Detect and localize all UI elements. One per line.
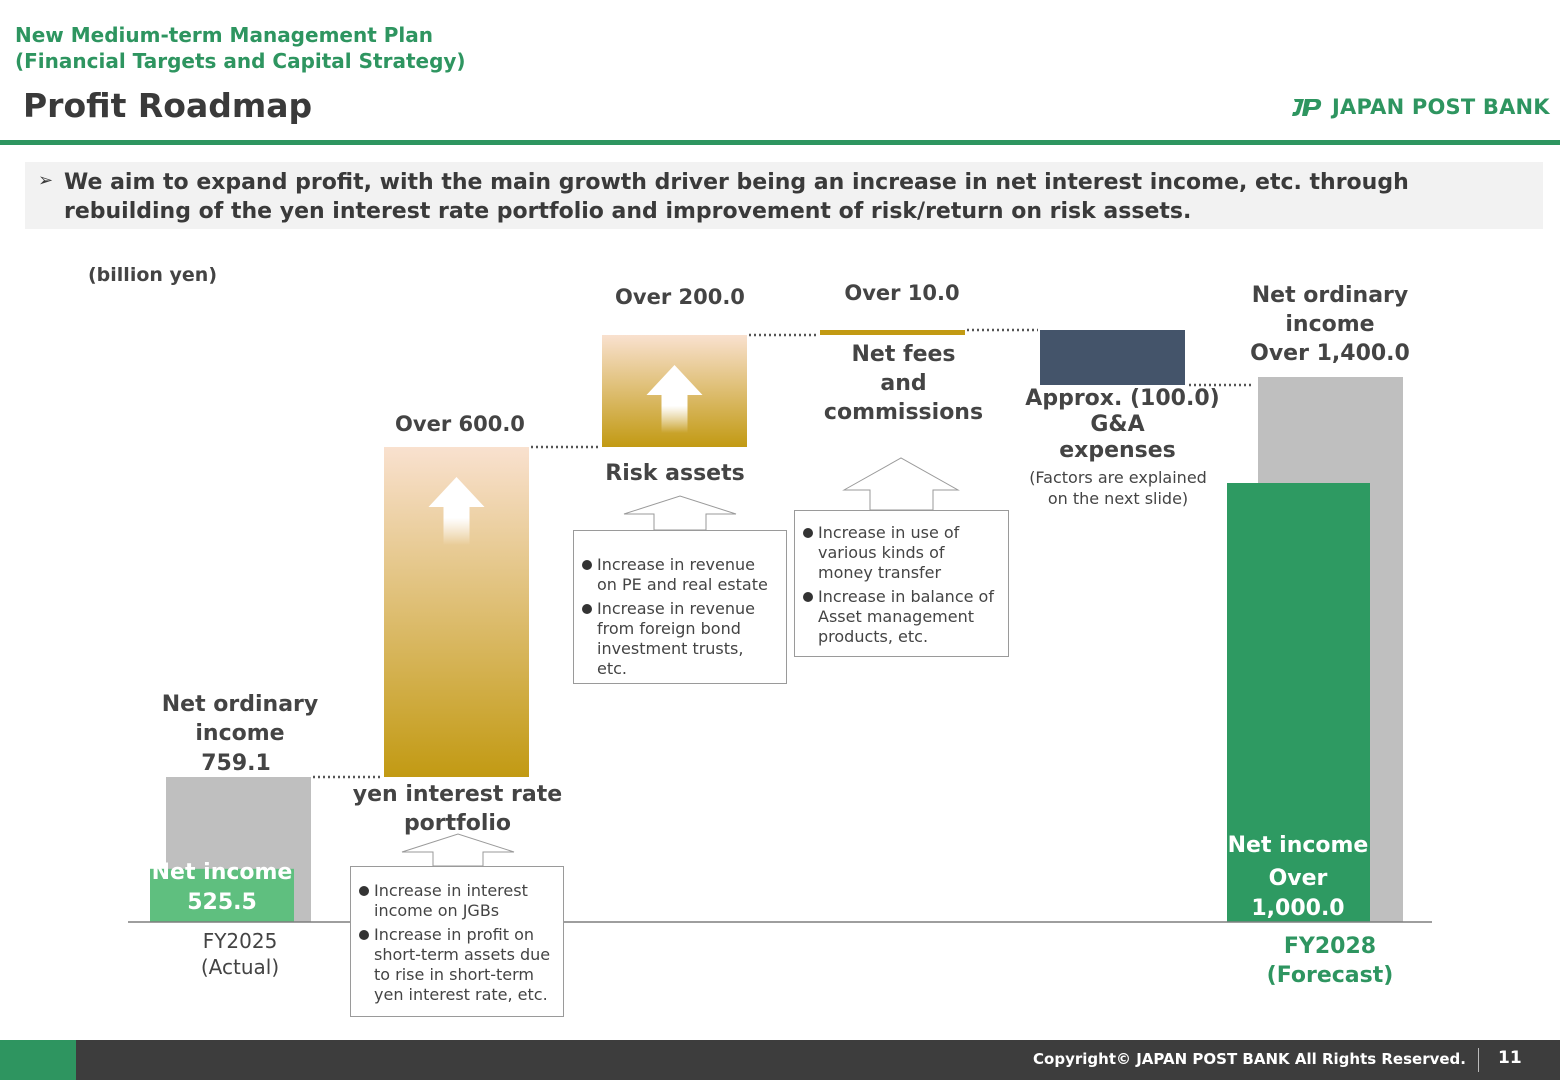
yen-portfolio-callout: Increase in interest income on JGBs Incr… (350, 866, 564, 1017)
start-axis-label: FY2025 (Actual) (200, 929, 280, 979)
net-fees-bar (820, 330, 965, 335)
start-net-income-label: Net income 525.5 (151, 860, 293, 915)
list-item: Increase in use of various kinds of mone… (803, 523, 1000, 583)
risk-assets-arrow-icon (646, 365, 703, 433)
jp-bank-logo-icon (1290, 96, 1326, 120)
start-net-income-bar (150, 868, 294, 922)
list-item: Increase in revenue on PE and real estat… (582, 555, 778, 595)
end-ordinary-label: Net ordinary income Over 1,400.0 (1250, 283, 1410, 366)
plan-subtitle-line2: (Financial Targets and Capital Strategy) (15, 49, 466, 73)
yen-portfolio-arrow-icon (428, 477, 485, 545)
list-item: Increase in balance of Asset management … (803, 587, 1000, 647)
callout-pointer-risk (623, 495, 737, 531)
ga-expenses-name: G&A expenses (1059, 412, 1176, 463)
yen-portfolio-name: yen interest rate portfolio (352, 782, 563, 836)
net-fees-value: Over 10.0 (844, 281, 960, 305)
waterfall-chart (128, 328, 1432, 923)
key-message-text: We aim to expand profit, with the main g… (64, 170, 1409, 224)
plan-subtitle-line1: New Medium-term Management Plan (15, 23, 433, 47)
end-net-income-bar (1227, 483, 1370, 922)
list-item: Increase in revenue from foreign bond in… (582, 599, 778, 679)
risk-assets-value: Over 200.0 (615, 285, 745, 309)
start-ordinary-value: 759.1 (201, 751, 271, 776)
arrow-bullet-icon: ➢ (38, 170, 54, 191)
list-item: Increase in interest income on JGBs (359, 881, 555, 921)
net-fees-name: Net fees and commissions (823, 342, 984, 425)
brand-name: JAPAN POST BANK (1332, 95, 1550, 119)
end-net-income-label: Net income Over 1,000.0 (1227, 833, 1369, 921)
risk-assets-name: Risk assets (605, 461, 745, 486)
footer-copyright: Copyright© JAPAN POST BANK All Rights Re… (1033, 1050, 1466, 1068)
ga-expenses-note: (Factors are explained on the next slide… (1029, 468, 1207, 508)
end-axis-label: FY2028 (Forecast) (1266, 934, 1394, 988)
ga-expenses-bar (1040, 330, 1185, 385)
callout-pointer-fees (842, 457, 960, 511)
footer-divider (1478, 1048, 1479, 1072)
footer-accent (0, 1040, 76, 1080)
key-message-box (25, 162, 1543, 229)
unit-label: (billion yen) (88, 264, 218, 286)
ga-expenses-value: Approx. (100.0) (1025, 386, 1220, 411)
callout-pointer-yen (401, 833, 515, 867)
page-number: 11 (1498, 1048, 1522, 1068)
list-item: Increase in profit on short-term assets … (359, 925, 555, 1005)
yen-portfolio-value: Over 600.0 (395, 412, 525, 436)
start-ordinary-label: Net ordinary income (161, 692, 319, 746)
page-title: Profit Roadmap (23, 86, 313, 125)
header-divider (0, 140, 1560, 145)
risk-assets-callout: Increase in revenue on PE and real estat… (573, 530, 787, 684)
net-fees-callout: Increase in use of various kinds of mone… (794, 510, 1009, 657)
footer-bar (0, 1040, 1560, 1080)
